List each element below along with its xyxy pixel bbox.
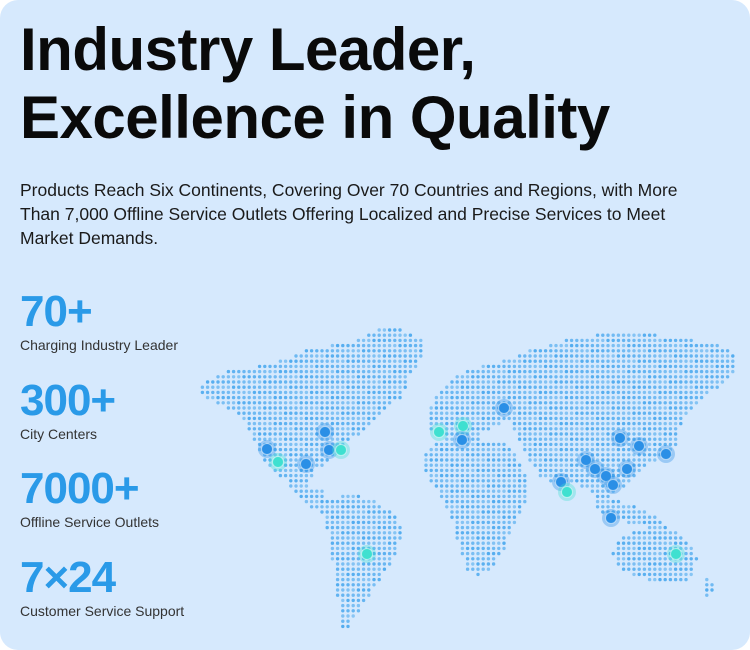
stat-value: 7000+ (20, 464, 140, 513)
stat-value: 300+ (20, 376, 116, 425)
description-text: Products Reach Six Continents, Covering … (20, 180, 678, 248)
title-line-1: Industry Leader, (20, 16, 476, 83)
stat-countries: 70+ Charging Industry Leader (20, 290, 178, 354)
stat-value: 70+ (20, 287, 93, 336)
stat-cities: 300+ City Centers (20, 376, 116, 443)
stat-label: City Centers (20, 426, 98, 442)
stat-support: 7×24 Customer Service Support (20, 556, 184, 620)
page-title: Industry Leader, Excellence in Quality (20, 16, 610, 152)
title-line-2: Excellence in Quality (20, 84, 610, 151)
stat-outlets: 7000+ Offline Service Outlets (20, 467, 159, 531)
stat-label: Offline Service Outlets (20, 514, 160, 530)
stat-label: Charging Industry Leader (20, 337, 178, 353)
stat-value: 7×24 (20, 553, 116, 602)
stat-label: Customer Service Support (20, 603, 185, 619)
